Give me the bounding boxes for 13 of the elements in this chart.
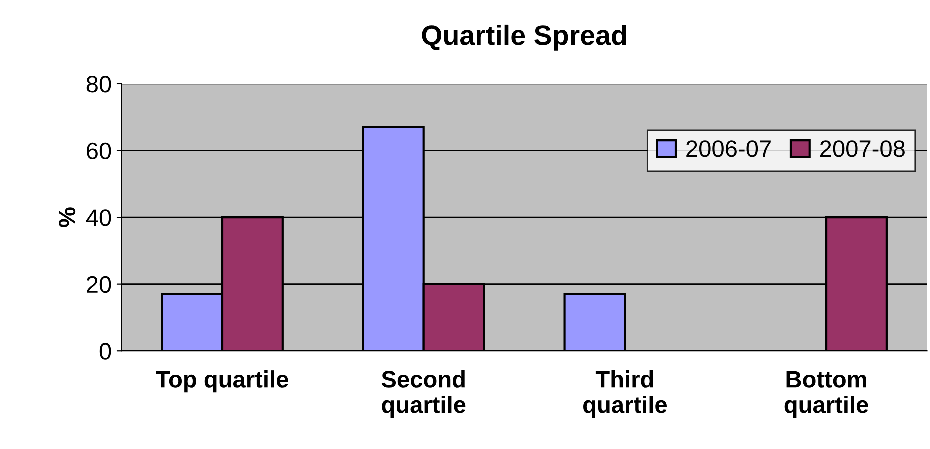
y-tick-label: 60 bbox=[87, 142, 112, 160]
y-tick-label: 0 bbox=[100, 343, 112, 360]
y-tick-label: 80 bbox=[86, 76, 112, 93]
chart-title: Quartile Spread bbox=[422, 24, 626, 51]
y-tick-label: 20 bbox=[87, 276, 112, 294]
y-axis-title: % bbox=[58, 208, 76, 228]
legend-label: 2007-08 bbox=[820, 140, 905, 158]
legend-label: 2006-07 bbox=[686, 140, 771, 158]
x-tick-label: Top quartile bbox=[156, 370, 288, 393]
x-tick-label: Bottom quartile bbox=[784, 371, 868, 418]
y-tick-label: 40 bbox=[86, 210, 112, 226]
x-tick-label: Second quartile bbox=[382, 370, 466, 418]
x-tick-label: Third quartile bbox=[584, 370, 668, 418]
